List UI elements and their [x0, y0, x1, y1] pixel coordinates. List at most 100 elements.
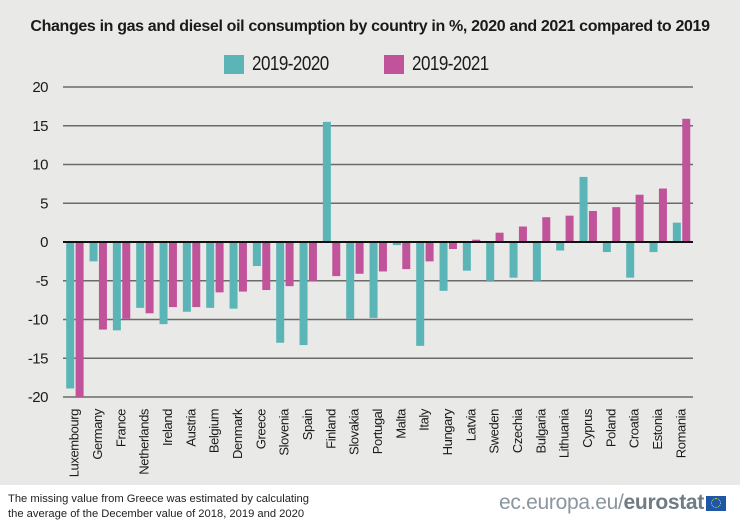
- x-tick-label: Hungary: [440, 408, 455, 455]
- bar-2019-2020-malta: [392, 242, 401, 246]
- x-tick-label: Netherlands: [137, 408, 152, 475]
- bar-2019-2020-estonia: [649, 242, 658, 253]
- x-tick-label: Croatia: [627, 408, 642, 448]
- x-tick-label: Slovenia: [277, 408, 292, 456]
- x-tick-label: Lithuania: [557, 408, 572, 458]
- x-tick-label: Italy: [417, 408, 432, 431]
- y-tick-label: 10: [32, 157, 48, 174]
- bar-2019-2021-austria: [192, 242, 201, 308]
- bar-2019-2020-cyprus: [579, 176, 588, 242]
- bar-2019-2021-greece: [262, 242, 271, 291]
- x-tick-label: Estonia: [650, 408, 665, 450]
- bar-2019-2021-germany: [98, 242, 107, 330]
- x-axis-ticks: Luxembourg Germany France Netherlands Irelan…: [67, 408, 689, 477]
- bar-2019-2021-luxembourg: [75, 242, 84, 397]
- bar-2019-2020-czechia: [509, 242, 518, 278]
- brand-name: eurostat: [623, 491, 705, 514]
- bar-2019-2020-spain: [299, 242, 308, 346]
- bar-2019-2021-croatia: [635, 194, 644, 242]
- y-tick-label: 15: [32, 118, 48, 135]
- x-tick-label: Denmark: [230, 408, 245, 459]
- eurostat-link[interactable]: ec.europa.eu/eurostat: [499, 491, 704, 515]
- bar-2019-2020-hungary: [439, 242, 448, 291]
- y-tick-label: -10: [28, 312, 48, 329]
- bar-2019-2020-croatia: [626, 242, 635, 278]
- brand-prefix: ec.europa.eu/: [499, 491, 624, 514]
- bar-2019-2020-luxembourg: [66, 242, 75, 389]
- y-tick-label: 20: [32, 79, 48, 96]
- bar-2019-2020-bulgaria: [532, 242, 541, 281]
- legend-swatch-2019-2021: [384, 55, 404, 74]
- bar-2019-2020-netherlands: [136, 242, 145, 308]
- x-tick-label: Latvia: [463, 408, 478, 441]
- legend-label-2019-2020: 2019-2020: [252, 53, 329, 75]
- bar-chart: 20 15 10 5 0 -5 -10 -15 -20 Luxembourg Germany Fra…: [28, 79, 693, 477]
- bar-2019-2021-bulgaria: [542, 217, 551, 242]
- bar-2019-2020-lithuania: [556, 242, 565, 251]
- x-tick-label: Poland: [603, 409, 618, 447]
- legend-label-2019-2021: 2019-2021: [412, 53, 489, 75]
- bar-2019-2021-denmark: [238, 242, 247, 292]
- bar-2019-2020-germany: [89, 242, 98, 262]
- x-tick-label: Romania: [673, 408, 688, 458]
- bar-2019-2021-slovakia: [355, 242, 364, 274]
- bar-2019-2020-portugal: [369, 242, 378, 318]
- x-tick-label: Czechia: [510, 408, 525, 453]
- x-tick-label: Malta: [393, 408, 408, 439]
- x-tick-label: France: [113, 409, 128, 447]
- bar-2019-2021-cyprus: [588, 211, 597, 242]
- bar-2019-2020-poland: [602, 242, 611, 253]
- bar-2019-2021-lithuania: [565, 215, 574, 242]
- bar-2019-2021-estonia: [658, 188, 667, 242]
- bar-2019-2021-netherlands: [145, 242, 154, 314]
- x-tick-label: Belgium: [207, 409, 222, 453]
- bar-2019-2020-denmark: [229, 242, 238, 309]
- y-tick-label: 5: [40, 195, 48, 212]
- bar-2019-2020-finland: [322, 121, 331, 242]
- legend-item-2019-2020: 2019-2020: [224, 53, 342, 76]
- bar-2019-2021-ireland: [168, 242, 177, 308]
- bar-2019-2021-finland: [332, 242, 341, 277]
- y-axis-ticks: 20 15 10 5 0 -5 -10 -15 -20: [28, 79, 49, 406]
- bar-2019-2021-italy: [425, 242, 434, 262]
- footnote-line-2: the average of the December value of 201…: [8, 508, 305, 520]
- bar-2019-2020-slovakia: [346, 242, 355, 319]
- bar-2019-2020-italy: [416, 242, 425, 346]
- bar-2019-2021-france: [122, 242, 131, 319]
- x-tick-label: Germany: [90, 408, 105, 460]
- eu-flag-icon: [706, 495, 726, 511]
- y-tick-label: 0: [40, 234, 48, 251]
- bar-2019-2020-france: [112, 242, 121, 331]
- x-tick-label: Portugal: [370, 409, 385, 455]
- bar-2019-2020-romania: [672, 222, 681, 242]
- bar-2019-2020-greece: [252, 242, 261, 267]
- x-tick-label: Slovakia: [347, 408, 362, 455]
- bar-2019-2020-latvia: [462, 242, 471, 271]
- bar-2019-2021-latvia: [472, 239, 481, 242]
- chart-area: Changes in gas and diesel oil consumptio…: [0, 0, 740, 485]
- x-tick-label: Bulgaria: [533, 408, 548, 454]
- bar-2019-2021-romania: [682, 118, 691, 242]
- legend-item-2019-2021: 2019-2021: [384, 53, 502, 76]
- chart-title: Changes in gas and diesel oil consumptio…: [30, 18, 710, 35]
- bar-2019-2021-czechia: [518, 226, 527, 242]
- x-tick-label: Cyprus: [580, 408, 595, 448]
- x-tick-label: Finland: [323, 409, 338, 449]
- footnote: The missing value from Greece was estima…: [8, 492, 309, 522]
- x-tick-label: Greece: [253, 409, 268, 449]
- bar-2019-2021-sweden: [495, 232, 504, 242]
- bar-2019-2021-hungary: [448, 242, 457, 249]
- x-tick-label: Ireland: [160, 409, 175, 446]
- x-tick-label: Luxembourg: [67, 409, 82, 477]
- bar-2019-2021-spain: [308, 242, 317, 281]
- bar-2019-2020-ireland: [159, 242, 168, 325]
- bar-2019-2021-portugal: [378, 242, 387, 272]
- eurostat-brand[interactable]: ec.europa.eu/eurostat: [499, 491, 726, 515]
- bar-2019-2020-belgium: [206, 242, 215, 308]
- x-tick-label: Sweden: [487, 409, 502, 454]
- footnote-line-1: The missing value from Greece was estima…: [8, 493, 309, 505]
- y-tick-label: -20: [28, 389, 48, 406]
- bar-2019-2021-belgium: [215, 242, 224, 293]
- x-tick-label: Austria: [183, 408, 198, 447]
- y-tick-label: -5: [36, 273, 48, 290]
